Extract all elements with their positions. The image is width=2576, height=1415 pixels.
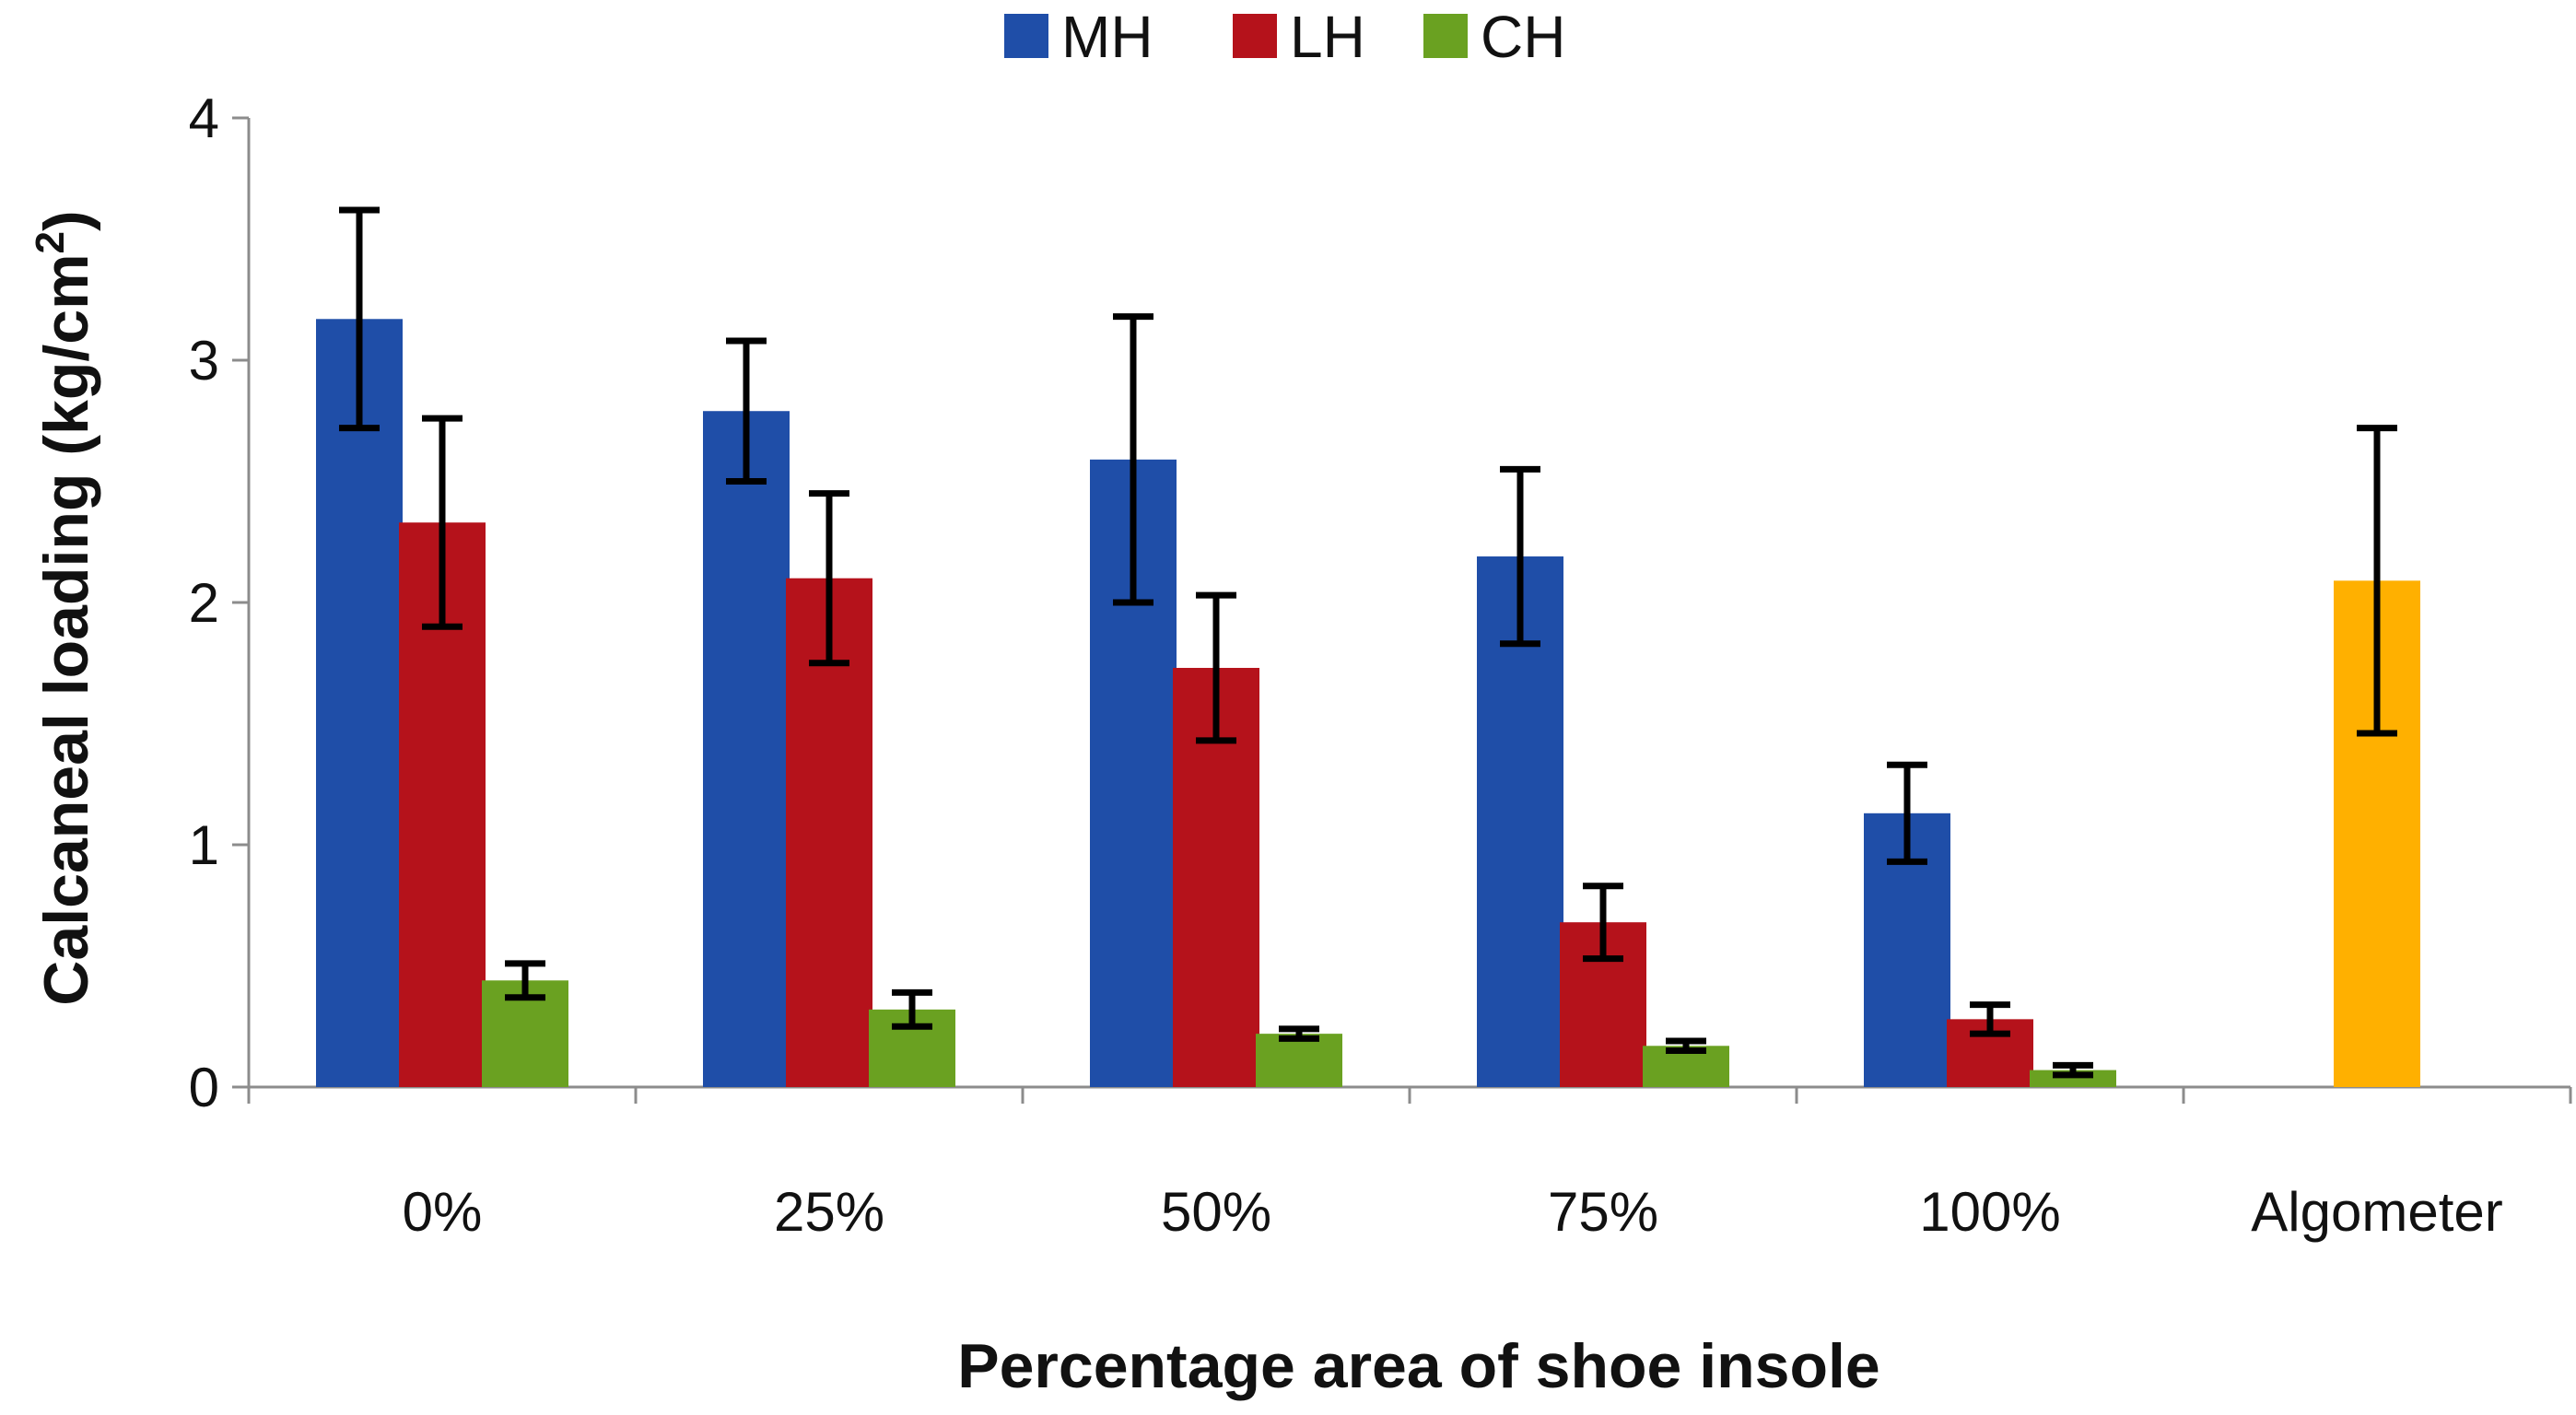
bar-lh-1-error-bar [809, 490, 849, 667]
bar-lh-2-error-bar [1196, 591, 1236, 744]
y-tick-label: 3 [189, 330, 219, 392]
x-axis-ticks: 0% 25% 50% 75% 100% Algometer [247, 1087, 2572, 1243]
bar-mh-1-error-bar [726, 337, 767, 485]
bar-lh-0-error-bar [422, 415, 463, 630]
legend-label-lh: LH [1290, 4, 1365, 70]
bar-mh-3-error-bar [1500, 465, 1540, 648]
bar-ch-2-error-bar [1279, 1025, 1319, 1042]
x-category-label: 75% [1548, 1181, 1658, 1243]
legend-swatch-mh [1004, 14, 1048, 58]
bar-ch-2 [1256, 1034, 1342, 1087]
bar-mh-0 [316, 319, 403, 1087]
y-axis-title-main: Calcaneal loading (kg/cm [31, 253, 101, 1005]
y-axis-title-superscript: 2 [28, 231, 73, 253]
bar-ch-3-error-bar [1666, 1037, 1706, 1055]
bars-group [316, 319, 2420, 1088]
y-tick-label: 2 [189, 572, 219, 634]
x-category-label: 0% [403, 1181, 483, 1243]
y-axis-title: Calcaneal loading (kg/cm2) [28, 210, 101, 1005]
bar-ch-4-error-bar [2053, 1061, 2093, 1079]
x-category-label: 50% [1161, 1181, 1271, 1243]
bar-mh-2-error-bar [1113, 313, 1153, 606]
y-axis-title-close: ) [31, 210, 101, 231]
y-tick-label: 1 [189, 814, 219, 876]
bar-ch-1-error-bar [892, 988, 932, 1030]
bar-mh-1 [703, 411, 790, 1088]
x-category-label: 25% [774, 1181, 884, 1243]
legend-swatch-ch [1423, 14, 1468, 58]
y-tick-label: 0 [189, 1057, 219, 1118]
bar-lh-4-error-bar [1970, 1001, 2010, 1037]
x-category-label: 100% [1919, 1181, 2060, 1243]
bar-algometer-error-bar [2357, 425, 2397, 737]
x-category-label: Algometer [2251, 1181, 2502, 1243]
bar-ch-4 [2030, 1070, 2116, 1087]
bar-lh-3-error-bar [1583, 883, 1623, 963]
chart-legend: MH LH CH [1004, 4, 1565, 70]
bar-mh-4-error-bar [1887, 761, 1927, 865]
legend-label-mh: MH [1061, 4, 1153, 70]
bar-ch-0-error-bar [505, 960, 545, 1001]
y-tick-label: 4 [189, 88, 219, 149]
legend-swatch-lh [1233, 14, 1277, 58]
bar-mh-0-error-bar [339, 206, 380, 432]
legend-label-ch: CH [1481, 4, 1565, 70]
error-bars-group [339, 206, 2397, 1079]
x-axis-title: Percentage area of shoe insole [957, 1331, 1880, 1401]
y-axis-ticks: 0 1 2 3 4 [189, 88, 249, 1118]
